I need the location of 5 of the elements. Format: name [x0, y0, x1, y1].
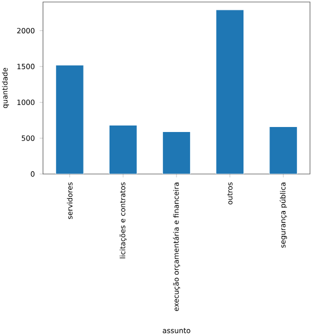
- bar: [56, 64, 84, 174]
- bar: [269, 126, 298, 174]
- bar: [108, 125, 138, 174]
- bar: [162, 131, 191, 174]
- bar: [216, 10, 244, 174]
